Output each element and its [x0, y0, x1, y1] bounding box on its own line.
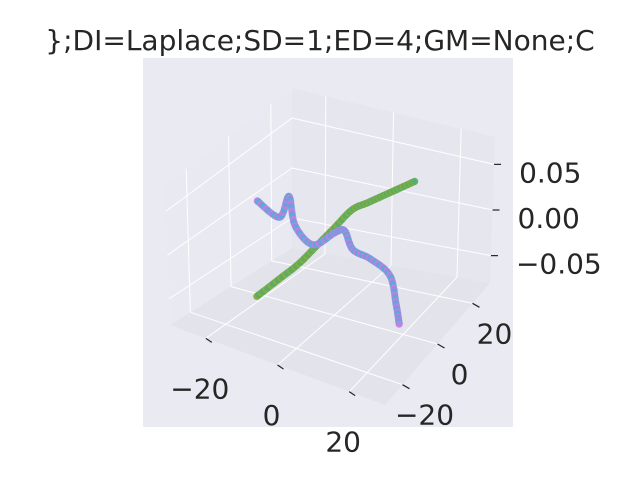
grid-line-z-back: [291, 217, 492, 257]
y-tick: [402, 384, 410, 390]
grid-line-z-side: [167, 167, 293, 256]
x-tick-label: −20: [170, 372, 229, 405]
grid-line-z-side: [168, 217, 293, 300]
y-tick: [437, 343, 445, 349]
side-pane: [165, 88, 292, 325]
grid-line-z-back: [291, 117, 495, 165]
x-tick-label: 20: [325, 426, 361, 459]
data-point: [411, 177, 419, 185]
z-tick-label: 0.05: [519, 156, 581, 189]
grid-line-y-floor: [190, 311, 403, 386]
y-tick-label: 20: [477, 317, 513, 350]
x-tick: [277, 364, 284, 370]
y-tick-label: 0: [451, 358, 469, 391]
data-point: [395, 320, 403, 328]
grid-line-z-side: [165, 117, 293, 212]
z-tick-label: −0.05: [516, 248, 602, 281]
grid-line-y-floor: [271, 260, 473, 304]
x-tick-label: 0: [263, 399, 281, 432]
tick-marks: [205, 163, 502, 397]
x-tick: [348, 391, 356, 397]
z-tick-label: 0.00: [518, 202, 580, 235]
grid-line-y-floor: [230, 286, 438, 345]
chart-title: };DI=Laplace;SD=1;ED=4;GM=None;C: [45, 24, 594, 57]
data-points: [253, 177, 419, 328]
y-tick: [472, 302, 480, 308]
x-tick: [205, 337, 213, 343]
floor-pane: [170, 248, 490, 405]
y-tick-label: −20: [395, 399, 454, 432]
